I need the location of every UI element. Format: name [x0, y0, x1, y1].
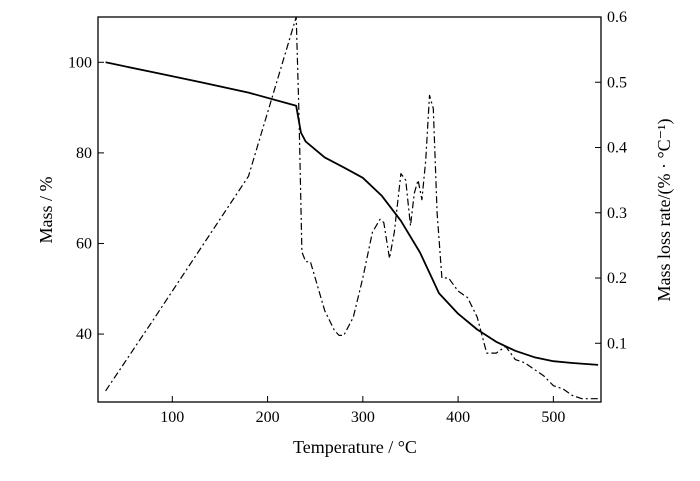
- x-axis-title: Temperature / °C: [293, 437, 417, 457]
- x-tick-label: 500: [541, 409, 565, 426]
- mass-loss-rate-curve: [105, 16, 599, 400]
- y2-tick-label: 0.6: [607, 9, 627, 26]
- y-tick-label: 60: [76, 235, 92, 252]
- series: [105, 16, 599, 400]
- y2-axis-title: Mass loss rate/(% · °C⁻¹): [654, 118, 675, 301]
- y-tick-label: 40: [76, 326, 92, 343]
- y2-tick-label: 0.1: [607, 335, 627, 352]
- ticks: 100 200 300 400 500 40 60 80 100 0.1 0.2 0.3 0.4 0.5 0…: [68, 9, 627, 426]
- y-tick-label: 80: [76, 145, 92, 162]
- y-tick-label: 100: [68, 54, 92, 71]
- x-tick-label: 200: [256, 409, 280, 426]
- y2-tick-label: 0.4: [607, 140, 627, 157]
- y2-tick-label: 0.5: [607, 74, 627, 91]
- x-tick-label: 100: [160, 409, 184, 426]
- y-axis-title: Mass / %: [36, 176, 56, 243]
- x-tick-label: 400: [446, 409, 470, 426]
- plot-frame: [97, 16, 602, 403]
- x-tick-label: 300: [351, 409, 375, 426]
- mass-curve: [105, 61, 599, 366]
- y2-tick-label: 0.2: [607, 270, 627, 287]
- y2-tick-label: 0.3: [607, 205, 627, 222]
